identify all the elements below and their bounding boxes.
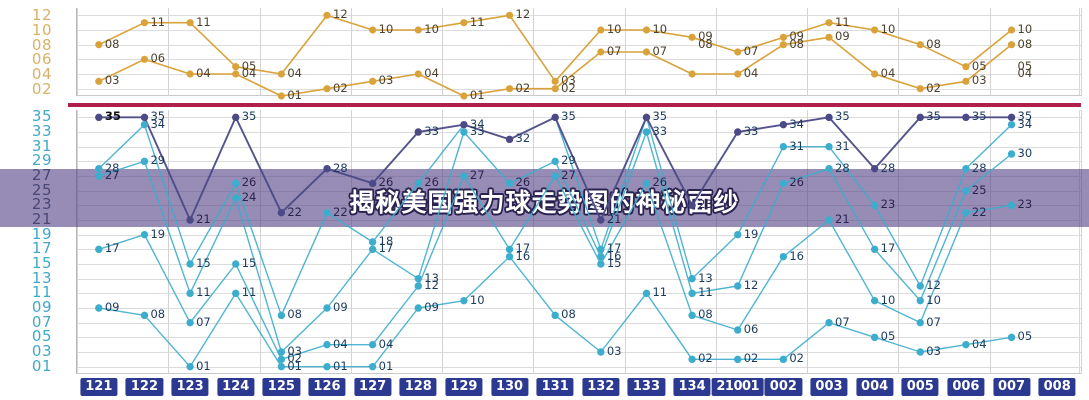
gridline-vertical: [168, 8, 170, 96]
gridline-horizontal: [77, 264, 1081, 265]
bottom-axis-tick-label: 23: [31, 195, 52, 214]
bottom-axis-tick-label: 35: [31, 107, 52, 126]
bottom-axis-tick-label: 11: [31, 283, 52, 302]
x-axis-tick[interactable]: 129: [445, 378, 483, 396]
bottom-axis-tick-label: 09: [31, 298, 52, 316]
x-axis-tick[interactable]: 127: [354, 378, 392, 396]
panel-baseline: [77, 373, 1081, 374]
gridline-vertical: [898, 8, 900, 96]
x-axis-tick[interactable]: 003: [810, 378, 848, 396]
bottom-axis-tick-label: 13: [31, 268, 52, 287]
x-axis-tick[interactable]: 007: [992, 378, 1031, 396]
gridline-vertical: [898, 110, 900, 374]
x-axis-tick[interactable]: 130: [490, 378, 529, 396]
x-axis-tick[interactable]: 122: [125, 378, 164, 396]
bottom-axis-tick-label: 21: [31, 210, 52, 228]
x-axis-tick[interactable]: 123: [171, 378, 209, 396]
gridline-horizontal: [77, 366, 1081, 368]
gridline-vertical: [533, 8, 535, 96]
x-axis-tick[interactable]: 126: [308, 378, 346, 396]
top-axis-tick-label: 04: [31, 65, 52, 83]
bottom-axis-tick-label: 25: [31, 180, 52, 199]
gridline-vertical: [350, 110, 352, 374]
gridline-horizontal: [77, 308, 1081, 309]
gridline-vertical: [1081, 110, 1082, 374]
gridline-horizontal: [77, 44, 1081, 46]
bottom-axis-tick-label: 07: [31, 312, 52, 331]
gridline-vertical: [989, 8, 991, 96]
x-axis-tick[interactable]: 002: [764, 378, 802, 396]
gridline-vertical: [77, 110, 78, 374]
bottom-axis-tick-label: 33: [31, 122, 52, 140]
gridline-horizontal: [77, 337, 1081, 339]
x-axis-tick[interactable]: 006: [947, 378, 985, 396]
top-axis-tick-label: 10: [31, 21, 52, 39]
panel-divider: [68, 103, 1081, 107]
gridline-vertical: [442, 110, 444, 374]
x-axis-tick[interactable]: 121: [80, 378, 118, 396]
gridline-vertical: [807, 110, 809, 374]
gridline-horizontal: [77, 322, 1081, 324]
gridline-horizontal: [77, 88, 1081, 90]
x-axis-tick[interactable]: 005: [901, 378, 939, 396]
x-axis-tick[interactable]: 21001: [711, 378, 765, 396]
gridline-vertical: [715, 110, 717, 374]
bottom-axis-tick-label: 31: [31, 136, 52, 155]
bottom-axis-tick-label: 03: [31, 342, 52, 360]
gridline-horizontal: [77, 161, 1081, 163]
top-axis-tick-label: 02: [31, 79, 52, 98]
x-axis-tick[interactable]: 134: [673, 378, 711, 396]
gridline-vertical: [807, 8, 809, 96]
gridline-vertical: [624, 110, 626, 374]
gridline-horizontal: [77, 15, 1081, 17]
bottom-axis-tick-label: 05: [31, 327, 52, 346]
x-axis-tick[interactable]: 008: [1038, 378, 1076, 396]
x-axis-tick[interactable]: 124: [217, 378, 255, 396]
bottom-axis-tick-label: 17: [31, 239, 52, 258]
gridline-horizontal: [77, 278, 1081, 280]
gridline-horizontal: [77, 132, 1081, 133]
bottom-axis-tick-label: 15: [31, 254, 52, 272]
gridline-vertical: [350, 8, 352, 96]
x-axis-tick[interactable]: 125: [262, 378, 300, 396]
gridline-horizontal: [77, 293, 1081, 295]
bottom-axis-tick-label: 01: [31, 356, 52, 375]
gridline-horizontal: [77, 352, 1081, 353]
bottom-axis-tick-label: 27: [31, 166, 52, 184]
gridline-horizontal: [77, 30, 1081, 31]
x-axis-tick[interactable]: 004: [856, 378, 894, 396]
gridline-horizontal: [77, 74, 1081, 75]
bottom-axis-tick-label: 29: [31, 151, 52, 170]
gridline-horizontal: [77, 117, 1081, 119]
x-axis-tick[interactable]: 131: [536, 378, 574, 396]
panel-baseline: [77, 95, 1081, 96]
x-axis-tick[interactable]: 132: [582, 378, 620, 396]
gridline-vertical: [989, 110, 991, 374]
top-axis-tick-label: 08: [31, 35, 52, 54]
gridline-vertical: [715, 8, 717, 96]
gridline-vertical: [168, 110, 170, 374]
gridline-horizontal: [77, 249, 1081, 251]
x-axis-tick[interactable]: 128: [399, 378, 437, 396]
gridline-horizontal: [77, 59, 1081, 61]
top-axis-tick-label: 06: [31, 50, 52, 69]
gridline-horizontal: [77, 234, 1081, 236]
gridline-vertical: [442, 8, 444, 96]
gridline-vertical: [533, 110, 535, 374]
x-axis-tick[interactable]: 133: [627, 378, 666, 396]
gridline-vertical: [259, 8, 261, 96]
top-axis-tick-label: 12: [31, 6, 52, 25]
gridline-horizontal: [77, 146, 1081, 148]
gridline-vertical: [1081, 8, 1082, 96]
gridline-vertical: [259, 110, 261, 374]
gridline-vertical: [77, 8, 78, 96]
bottom-axis-tick-label: 19: [31, 224, 52, 243]
